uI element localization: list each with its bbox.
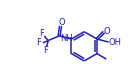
Text: O: O (58, 18, 65, 27)
Text: F: F (43, 46, 48, 55)
Text: F: F (40, 29, 44, 38)
Text: O: O (103, 27, 110, 36)
Text: OH: OH (108, 38, 121, 47)
Text: F: F (36, 38, 41, 47)
Text: NH: NH (60, 34, 72, 43)
